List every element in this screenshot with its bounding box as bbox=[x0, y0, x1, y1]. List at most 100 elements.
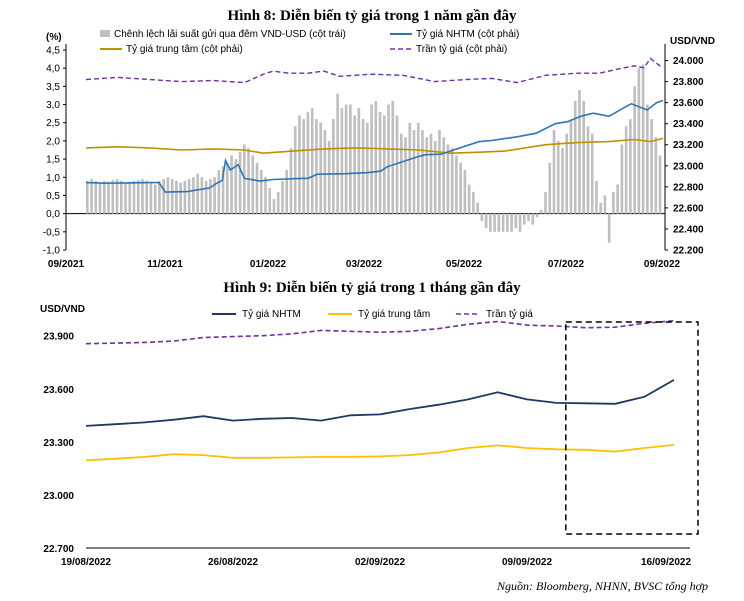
chart8-spread-bar bbox=[272, 199, 276, 214]
legend-ceiling-label: Trần tỷ giá (cột phải) bbox=[416, 43, 507, 55]
chart8-spread-bar bbox=[107, 181, 110, 214]
chart8-right-tick-label: 23.400 bbox=[673, 119, 704, 130]
chart8-spread-bar bbox=[624, 126, 628, 214]
chart8-axes: -1,0 -0,5 0,0 0,5 1,0 1,5 2,0 2,5 3,0 3,5 4,0 4,5 22… bbox=[43, 44, 704, 270]
chart8-spread-bar bbox=[268, 188, 272, 214]
chart9-title: Hình 9: Diễn biến tỷ giá trong 1 tháng g… bbox=[223, 280, 521, 296]
chart8-spread-bar bbox=[234, 159, 238, 214]
chart8-spread-bar bbox=[518, 213, 522, 232]
chart8-right-tick-label: 22.400 bbox=[673, 224, 704, 235]
chart8-spread-bar bbox=[94, 180, 98, 214]
chart8-spread-bar bbox=[489, 213, 492, 232]
chart8-right-tick-label: 23.800 bbox=[673, 77, 704, 88]
chart8-spread-bar bbox=[556, 140, 560, 214]
chart8-spread-bar bbox=[213, 177, 216, 214]
chart8-spread-bar bbox=[204, 180, 208, 214]
chart8-spread-bar bbox=[349, 104, 352, 214]
chart8-spread-bar bbox=[226, 162, 229, 214]
legend-spread-swatch bbox=[100, 30, 110, 37]
chart8-spread-bar bbox=[276, 191, 280, 214]
legend-nhtm-label: Tỷ giá NHTM (cột phải) bbox=[416, 28, 519, 40]
chart8-spread-bar bbox=[200, 177, 204, 214]
chart8-spread-bar bbox=[408, 122, 412, 214]
chart8-spread-bar bbox=[467, 184, 471, 214]
chart8-spread-bar bbox=[480, 213, 484, 221]
chart8-spread-bar bbox=[578, 90, 581, 214]
chart8-spread-bar bbox=[179, 182, 182, 214]
chart9-y-tick-label: 23.000 bbox=[43, 491, 74, 502]
chart8-spread-bar bbox=[378, 111, 382, 214]
chart8-right-tick-label: 23.600 bbox=[673, 98, 704, 109]
chart8-right-tick-label: 23.000 bbox=[673, 161, 704, 172]
chart8-spread-bar bbox=[522, 213, 526, 225]
legend-central-label: Tỷ giá trung tâm (cột phải) bbox=[126, 43, 243, 55]
chart8-spread-bar bbox=[153, 184, 157, 214]
chart8-spread-bar bbox=[86, 180, 89, 214]
chart8-spread-bar bbox=[544, 191, 547, 214]
chart8-spread-bar bbox=[569, 119, 573, 214]
chart8-right-tick-label: 22.600 bbox=[673, 203, 704, 214]
chart8-spread-bar bbox=[404, 137, 407, 214]
chart8-right-tick-label: 24.000 bbox=[673, 56, 704, 67]
chart9-unit: USD/VND bbox=[40, 304, 85, 315]
chart8-left-tick-label: 2,5 bbox=[46, 118, 60, 129]
chart8-right-tick-label: 23.200 bbox=[673, 140, 704, 151]
chart9-lines bbox=[85, 319, 699, 535]
chart8-spread-bar bbox=[603, 195, 607, 214]
chart8-spread-bar bbox=[119, 180, 123, 214]
chart8-spread-bar bbox=[446, 144, 450, 214]
chart8-spread-bar bbox=[128, 181, 132, 214]
chart9-x-tick-label: 09/09/2022 bbox=[502, 557, 552, 568]
chart8-spread-bar bbox=[493, 213, 496, 232]
chart8-ceiling-line bbox=[85, 57, 664, 84]
chart8-spread-bar bbox=[459, 162, 462, 214]
chart8-spread-bar bbox=[476, 202, 479, 214]
chart8-spread-bar bbox=[170, 179, 174, 214]
chart8-spread-bar bbox=[370, 104, 373, 214]
chart8-spread-bar bbox=[395, 115, 399, 214]
chart8-left-tick-label: 0,0 bbox=[46, 209, 60, 220]
chart8-spread-bar bbox=[501, 213, 505, 232]
chart8-spread-bar bbox=[238, 151, 242, 214]
chart8-legend: Chênh lệch lãi suất gửi qua đêm VND-USD … bbox=[100, 28, 519, 55]
chart8-spread-bar bbox=[484, 213, 488, 229]
chart8-spread-bar bbox=[298, 115, 301, 214]
chart8-spread-bar bbox=[183, 180, 187, 214]
chart8-spread-bar bbox=[90, 179, 93, 214]
source-note: Nguồn: Bloomberg, NHNN, BVSC tổng hợp bbox=[496, 579, 708, 593]
chart8-spread-bar bbox=[251, 155, 255, 214]
chart8-spread-bar bbox=[264, 177, 267, 214]
chart8-spread-bar bbox=[433, 140, 437, 214]
chart8-spread-bar bbox=[136, 180, 140, 214]
chart8-spread-bar bbox=[573, 100, 577, 214]
chart8-spread-bar bbox=[285, 170, 289, 214]
chart8-spread-bar bbox=[463, 170, 467, 214]
chart8-spread-bar bbox=[319, 122, 322, 214]
chart8-spread-bar bbox=[98, 182, 102, 214]
chart9-legend: Tỷ giá NHTM Tỷ giá trung tâm Trần tỷ giá bbox=[212, 308, 533, 320]
chart8-spread-bar bbox=[192, 177, 195, 214]
chart8-spread-bar bbox=[654, 137, 658, 214]
chart9-x-tick-label: 19/08/2022 bbox=[61, 557, 111, 568]
chart8-spread-bar bbox=[323, 130, 327, 214]
chart9-ceiling-line bbox=[85, 319, 675, 345]
chart8-left-tick-label: -1,0 bbox=[43, 246, 61, 257]
chart8-spread-bar bbox=[455, 155, 458, 214]
chart8-spread-bar bbox=[612, 191, 615, 214]
chart8-x-tick-label: 05/2022 bbox=[446, 259, 483, 270]
chart8-x-tick-label: 11/2021 bbox=[147, 259, 183, 270]
chart8-spread-bar bbox=[586, 126, 590, 214]
chart8-spread-bar bbox=[366, 122, 369, 214]
chart8-left-tick-label: 3,0 bbox=[46, 100, 60, 111]
chart8-x-tick-label: 07/2022 bbox=[548, 259, 585, 270]
chart8-right-unit: USD/VND bbox=[670, 36, 715, 47]
chart9-y-tick-label: 22.700 bbox=[43, 544, 74, 555]
chart8-spread-bar bbox=[255, 162, 259, 214]
chart8-spread-bar bbox=[548, 162, 552, 214]
chart8-nhtm-line bbox=[85, 99, 664, 193]
chart8-spread-bar bbox=[561, 148, 564, 214]
chart8-spread-bar bbox=[289, 148, 293, 214]
chart8-spread-bar bbox=[416, 122, 420, 214]
chart8-spread-bar bbox=[145, 180, 149, 214]
